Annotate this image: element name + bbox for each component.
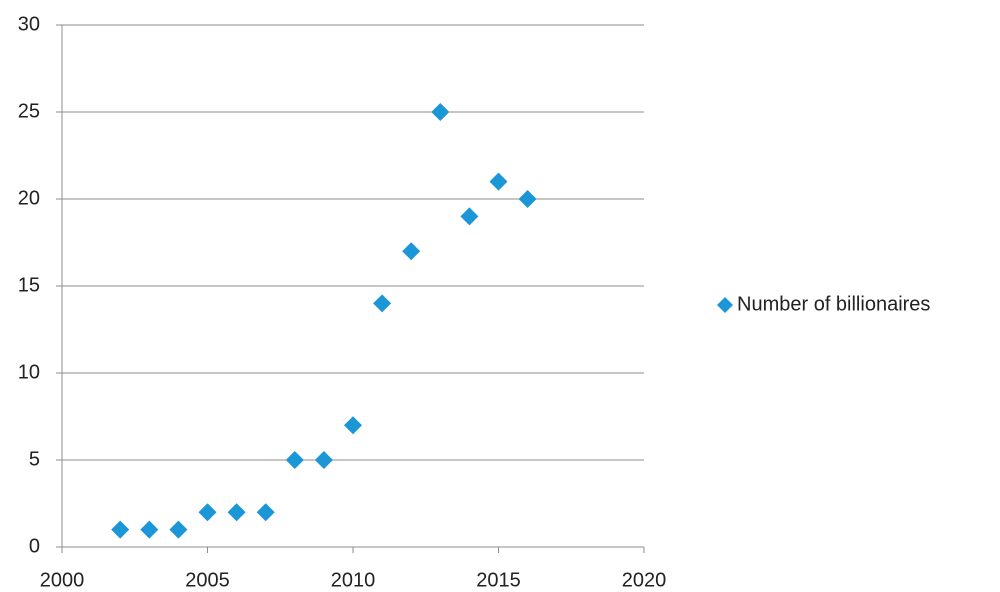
point: [140, 520, 159, 539]
point: [198, 503, 217, 522]
point: [256, 503, 275, 522]
point: [344, 416, 362, 435]
y-tick-label: 30: [18, 13, 40, 35]
point: [489, 172, 508, 191]
point: [402, 242, 421, 261]
x-tick-label: 2005: [185, 569, 230, 591]
point: [518, 190, 537, 208]
x-tick-label: 2000: [40, 569, 85, 591]
point: [111, 520, 130, 539]
y-tick-label: 15: [18, 274, 40, 296]
y-tick-label: 5: [29, 448, 40, 470]
point: [285, 451, 304, 469]
legend-marker: [717, 297, 733, 313]
point: [373, 294, 392, 313]
y-tick-label: 10: [18, 361, 40, 383]
x-tick-label: 2015: [476, 569, 521, 591]
point: [227, 503, 246, 522]
point: [169, 520, 188, 539]
point: [314, 451, 333, 469]
point: [431, 103, 450, 121]
x-tick-label: 2010: [331, 569, 376, 591]
y-tick-label: 25: [18, 100, 40, 122]
legend-label: Number of billionaires: [737, 293, 930, 315]
point: [460, 207, 479, 226]
y-tick-label: 20: [18, 187, 40, 209]
y-tick-label: 0: [29, 535, 40, 557]
x-tick-label: 2020: [622, 569, 667, 591]
